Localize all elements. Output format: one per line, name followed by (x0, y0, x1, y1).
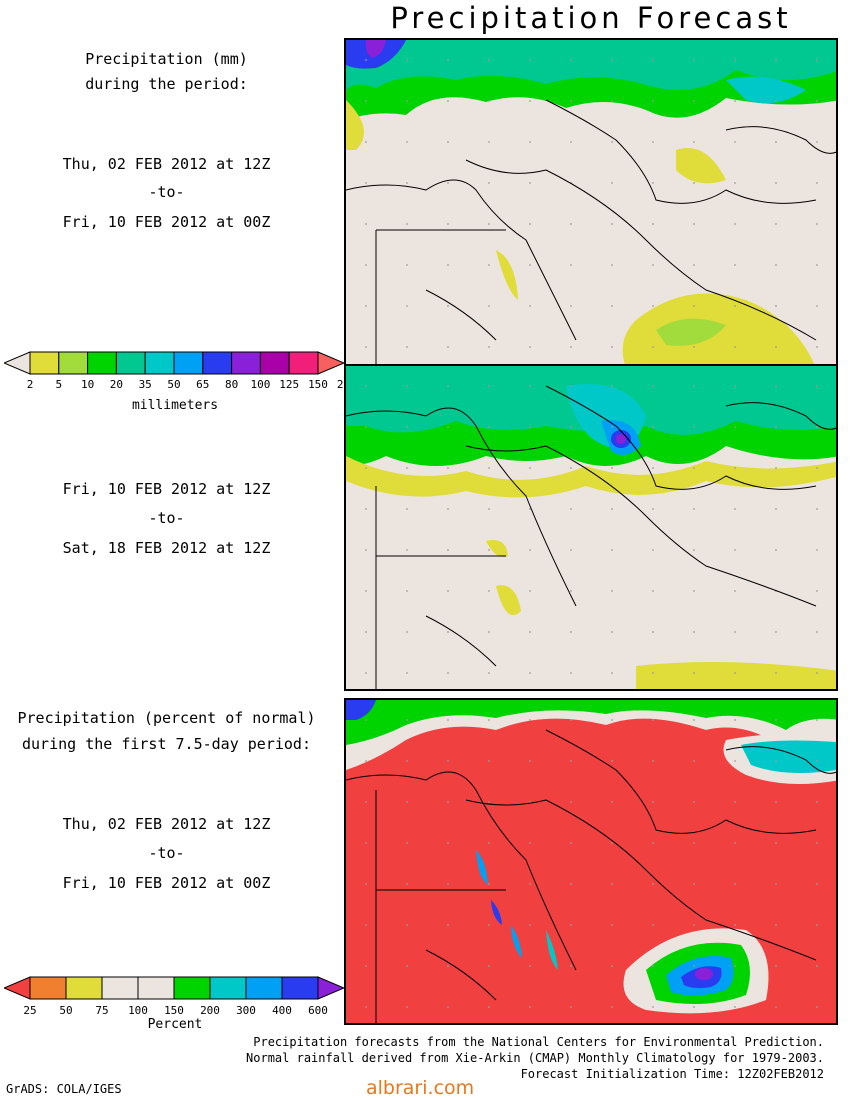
colorbar-left-arrow (4, 976, 31, 1000)
colorbar-segment (231, 351, 261, 375)
colorbar-segment (137, 976, 175, 1000)
panel3-end: Fri, 10 FEB 2012 at 00Z (62, 874, 271, 892)
colorbar-tick-label: 100 (250, 378, 271, 391)
map-panel-3 (344, 698, 838, 1025)
colorbar-segment (101, 976, 139, 1000)
colorbar-segment (288, 351, 319, 375)
footer-credits: Precipitation forecasts from the Nationa… (246, 1034, 824, 1082)
colorbar-tick-label: 80 (224, 378, 239, 391)
colorbar-segment (209, 976, 247, 1000)
colorbar-tick-label: 2 (26, 378, 34, 391)
colorbar-tick-label: 65 (196, 378, 210, 391)
colorbar-right-arrow (317, 976, 344, 1000)
colorbar-tick-label: 200 (200, 1004, 220, 1017)
colorbar-segment (58, 351, 89, 375)
colorbar-tick-label: 75 (95, 1004, 109, 1017)
grads-credit: GrADS: COLA/IGES (6, 1082, 122, 1096)
map-panel-2 (344, 364, 838, 691)
colorbar-segment (202, 351, 233, 375)
colorbar-tick-label: 50 (167, 378, 181, 391)
colorbar-tick-label: 20 (109, 378, 124, 391)
panel3-heading2: during the first 7.5-day period: (22, 735, 311, 753)
colorbar-tick-label: 300 (236, 1004, 256, 1017)
colorbar-percent-unit: Percent (147, 1017, 203, 1032)
colorbar-segment (281, 976, 319, 1000)
footer-line-2: Normal rainfall derived from Xie-Arkin (… (246, 1051, 824, 1065)
colorbar-left-arrow (4, 351, 31, 375)
colorbar-tick-label: 400 (272, 1004, 292, 1017)
colorbar-mm-unit: millimeters (131, 398, 219, 413)
panel3-heading1: Precipitation (percent of normal) (17, 709, 316, 727)
colorbar-tick-label: 50 (59, 1004, 73, 1017)
colorbar-segment (173, 976, 211, 1000)
colorbar-tick-label: 10 (80, 378, 95, 391)
panel1-heading2: during the period: (85, 75, 248, 93)
colorbar-tick-label: 125 (279, 378, 300, 391)
panel3-sep: -to- (148, 844, 185, 862)
colorbar-percent (4, 976, 344, 1000)
colorbar-tick-label: 35 (138, 378, 152, 391)
colorbar-tick-label: 25 (23, 1004, 37, 1017)
panel2-end: Sat, 18 FEB 2012 at 12Z (62, 539, 271, 557)
colorbar-tick-label: 600 (308, 1004, 328, 1017)
colorbar-segment (29, 351, 60, 375)
colorbar-mm (4, 351, 344, 375)
colorbar-segment (65, 976, 103, 1000)
colorbar-segment (259, 351, 290, 375)
panel1-end: Fri, 10 FEB 2012 at 00Z (62, 213, 271, 231)
colorbar-right-arrow (317, 351, 344, 375)
map-panel-1 (344, 38, 838, 366)
colorbar-tick-label: 5 (55, 378, 63, 391)
footer-line-3: Forecast Initialization Time: 12Z02FEB20… (520, 1067, 824, 1081)
page-title: Precipitation Forecast (390, 1, 792, 35)
colorbar-tick-label: 100 (128, 1004, 148, 1017)
colorbar-segment (115, 351, 146, 375)
panel2-sep: -to- (148, 509, 185, 527)
colorbar-segment (245, 976, 283, 1000)
footer-line-1: Precipitation forecasts from the Nationa… (253, 1035, 824, 1049)
panel1-start: Thu, 02 FEB 2012 at 12Z (62, 155, 271, 173)
colorbar-segment (173, 351, 204, 375)
colorbar-tick-label: 150 (164, 1004, 184, 1017)
panel1-sep: -to- (148, 183, 185, 201)
colorbar-segment (29, 976, 67, 1000)
colorbar-segment (87, 351, 117, 375)
watermark: albrari.com (366, 1077, 475, 1099)
panel2-start: Fri, 10 FEB 2012 at 12Z (62, 480, 271, 498)
colorbar-segment (144, 351, 175, 375)
panel3-start: Thu, 02 FEB 2012 at 12Z (62, 815, 271, 833)
panel1-heading1: Precipitation (mm) (85, 50, 248, 68)
colorbar-tick-label: 150 (308, 378, 328, 391)
